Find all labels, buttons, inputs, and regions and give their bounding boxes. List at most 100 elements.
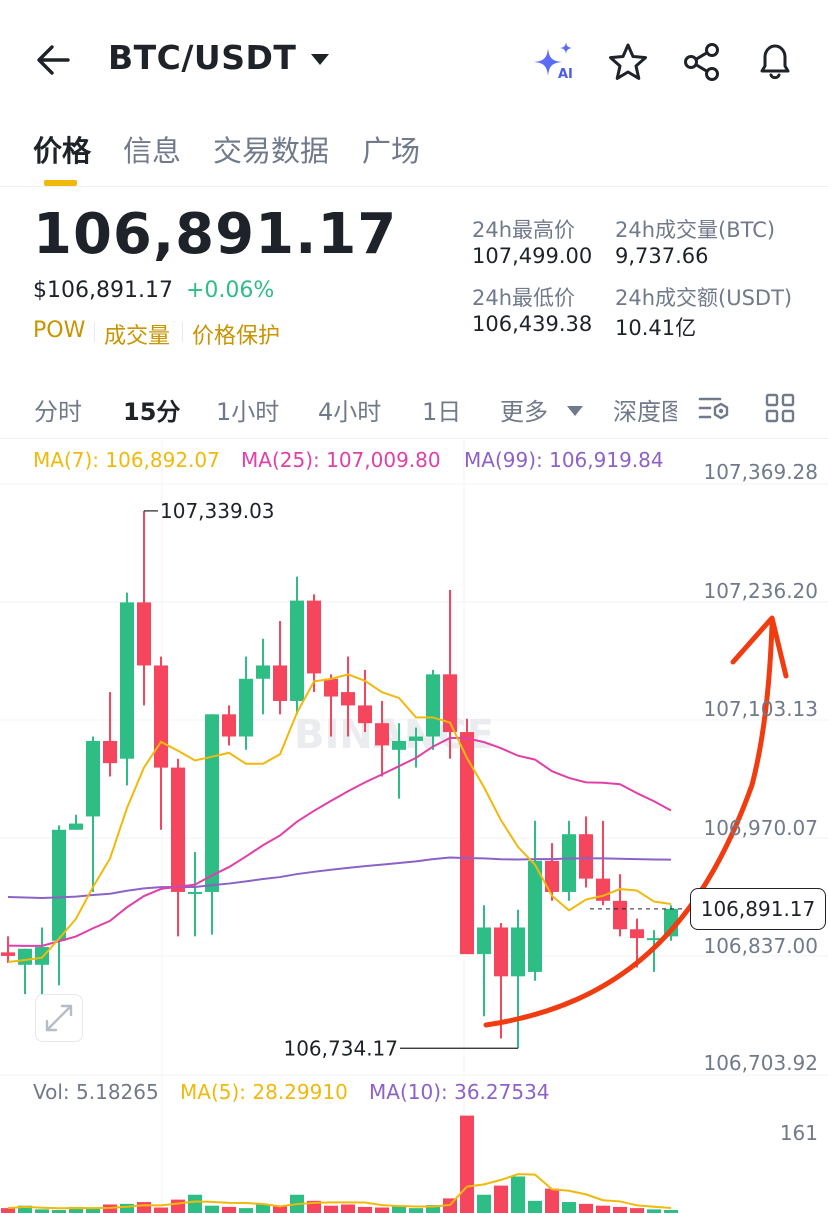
star-icon: [609, 43, 647, 80]
volume-bar: [664, 1209, 678, 1213]
candle-body: [69, 823, 83, 830]
tag-price-protection[interactable]: 价格保护: [192, 324, 281, 349]
grid-icon: [765, 393, 795, 423]
ma99-line: [7, 856, 672, 900]
volume-bar: [154, 1207, 168, 1213]
volume-bar: [341, 1204, 355, 1213]
notification-button[interactable]: [752, 38, 798, 84]
divider: [0, 186, 828, 187]
share-button[interactable]: [680, 40, 724, 84]
volume-bar: [69, 1206, 83, 1213]
candle-body: [443, 674, 457, 733]
indicator-settings-button[interactable]: [696, 390, 732, 426]
volume-bar: [392, 1205, 406, 1213]
layout-grid-button[interactable]: [764, 392, 796, 424]
volume-bar: [375, 1207, 389, 1213]
candle-body: [222, 714, 236, 737]
candle-body: [545, 860, 559, 892]
interval-4h[interactable]: 4小时: [318, 398, 382, 426]
interval-15m[interactable]: 15分: [123, 398, 181, 426]
candle-body: [341, 692, 355, 706]
ma25-line: [7, 736, 672, 947]
candle-body: [52, 829, 66, 941]
ma7-line: [7, 673, 672, 963]
ai-assistant-button[interactable]: AI: [530, 38, 580, 84]
chart-grid: [0, 440, 828, 1213]
volume-bar: [1, 1208, 15, 1213]
volume-bar: [86, 1208, 100, 1213]
volume-bar: [324, 1205, 338, 1213]
current-price-label[interactable]: 106,891.17: [690, 888, 826, 930]
tab-info[interactable]: 信息: [123, 134, 182, 168]
volume-bar: [205, 1205, 219, 1213]
active-tab-indicator: [44, 180, 77, 186]
candle-body: [528, 860, 542, 972]
stat-low-value: 106,439.38: [472, 312, 593, 336]
stat-vol-btc-value: 9,737.66: [615, 244, 709, 268]
candle-body: [120, 602, 134, 759]
caret-down-icon[interactable]: [566, 402, 584, 416]
tab-price[interactable]: 价格: [33, 134, 92, 168]
tab-square[interactable]: 广场: [362, 134, 421, 168]
candle-body: [256, 665, 270, 679]
volume-bar: [494, 1185, 508, 1213]
candle-body: [358, 705, 372, 724]
stat-vol-usdt-value: 10.41亿: [615, 316, 697, 340]
interval-depth[interactable]: 深度图: [613, 398, 677, 426]
candle-body: [494, 927, 508, 977]
volume-legend: Vol: 5.18265: [33, 1080, 159, 1104]
low-annotation: 106,734.17: [283, 1036, 518, 1060]
divider: [0, 438, 828, 439]
volume-bar: [630, 1208, 644, 1213]
ma99-legend: MA(99): 106,919.84: [464, 448, 664, 472]
price-axis-label: 107,236.20: [703, 579, 818, 603]
price-axis-label: 106,837.00: [703, 934, 818, 958]
caret-down-icon[interactable]: [308, 50, 332, 70]
volume-bar: [171, 1199, 185, 1213]
volume-bar: [256, 1204, 270, 1213]
volume-bar: [579, 1203, 593, 1213]
interval-more[interactable]: 更多: [500, 398, 548, 426]
arrow-head: [730, 615, 789, 679]
fullscreen-button[interactable]: [35, 994, 83, 1042]
candle-body: [324, 678, 338, 697]
interval-1d[interactable]: 1日: [422, 398, 462, 426]
volume-bar: [545, 1188, 559, 1213]
volume-bar: [647, 1209, 661, 1213]
volume-bar: [52, 1209, 66, 1213]
volume-bar: [273, 1206, 287, 1213]
interval-time[interactable]: 分时: [34, 398, 82, 426]
volume-bars: [1, 1115, 678, 1213]
candle-body: [1, 952, 15, 956]
stat-vol-usdt-label: 24h成交额(USDT): [615, 286, 793, 310]
interval-1h[interactable]: 1小时: [216, 398, 280, 426]
ma25-legend: MA(25): 107,009.80: [241, 448, 441, 472]
candle-body: [86, 740, 100, 817]
candle-body: [290, 600, 304, 701]
back-button[interactable]: [32, 38, 76, 82]
volume-bar: [596, 1205, 610, 1213]
candle-body: [171, 767, 185, 892]
candle-body: [307, 600, 321, 674]
candle-body: [392, 740, 406, 750]
stat-low-label: 24h最低价: [472, 286, 576, 310]
volume-bar: [222, 1206, 236, 1213]
stat-high-label: 24h最高价: [472, 218, 576, 242]
pair-title[interactable]: BTC/USDT: [108, 38, 297, 77]
change-percent: +0.06%: [186, 278, 275, 303]
volume-axis-label: 161: [779, 1121, 818, 1145]
candles: [1, 510, 678, 1049]
svg-text:107,339.03: 107,339.03: [160, 499, 275, 523]
tag-pow[interactable]: POW: [33, 318, 86, 343]
favorite-button[interactable]: [606, 40, 650, 84]
candle-body: [647, 938, 661, 941]
volume-bar: [120, 1203, 134, 1213]
price-axis-label: 106,703.92: [703, 1051, 818, 1075]
candle-body: [426, 674, 440, 737]
tag-volume[interactable]: 成交量: [104, 324, 171, 349]
usd-price: $106,891.17: [33, 278, 173, 303]
candle-body: [613, 900, 627, 930]
candlestick-chart[interactable]: BINANCE 107,339.03 106,734.17: [0, 440, 828, 1213]
tab-trading-data[interactable]: 交易数据: [213, 134, 330, 168]
volume-bar: [35, 1209, 49, 1213]
